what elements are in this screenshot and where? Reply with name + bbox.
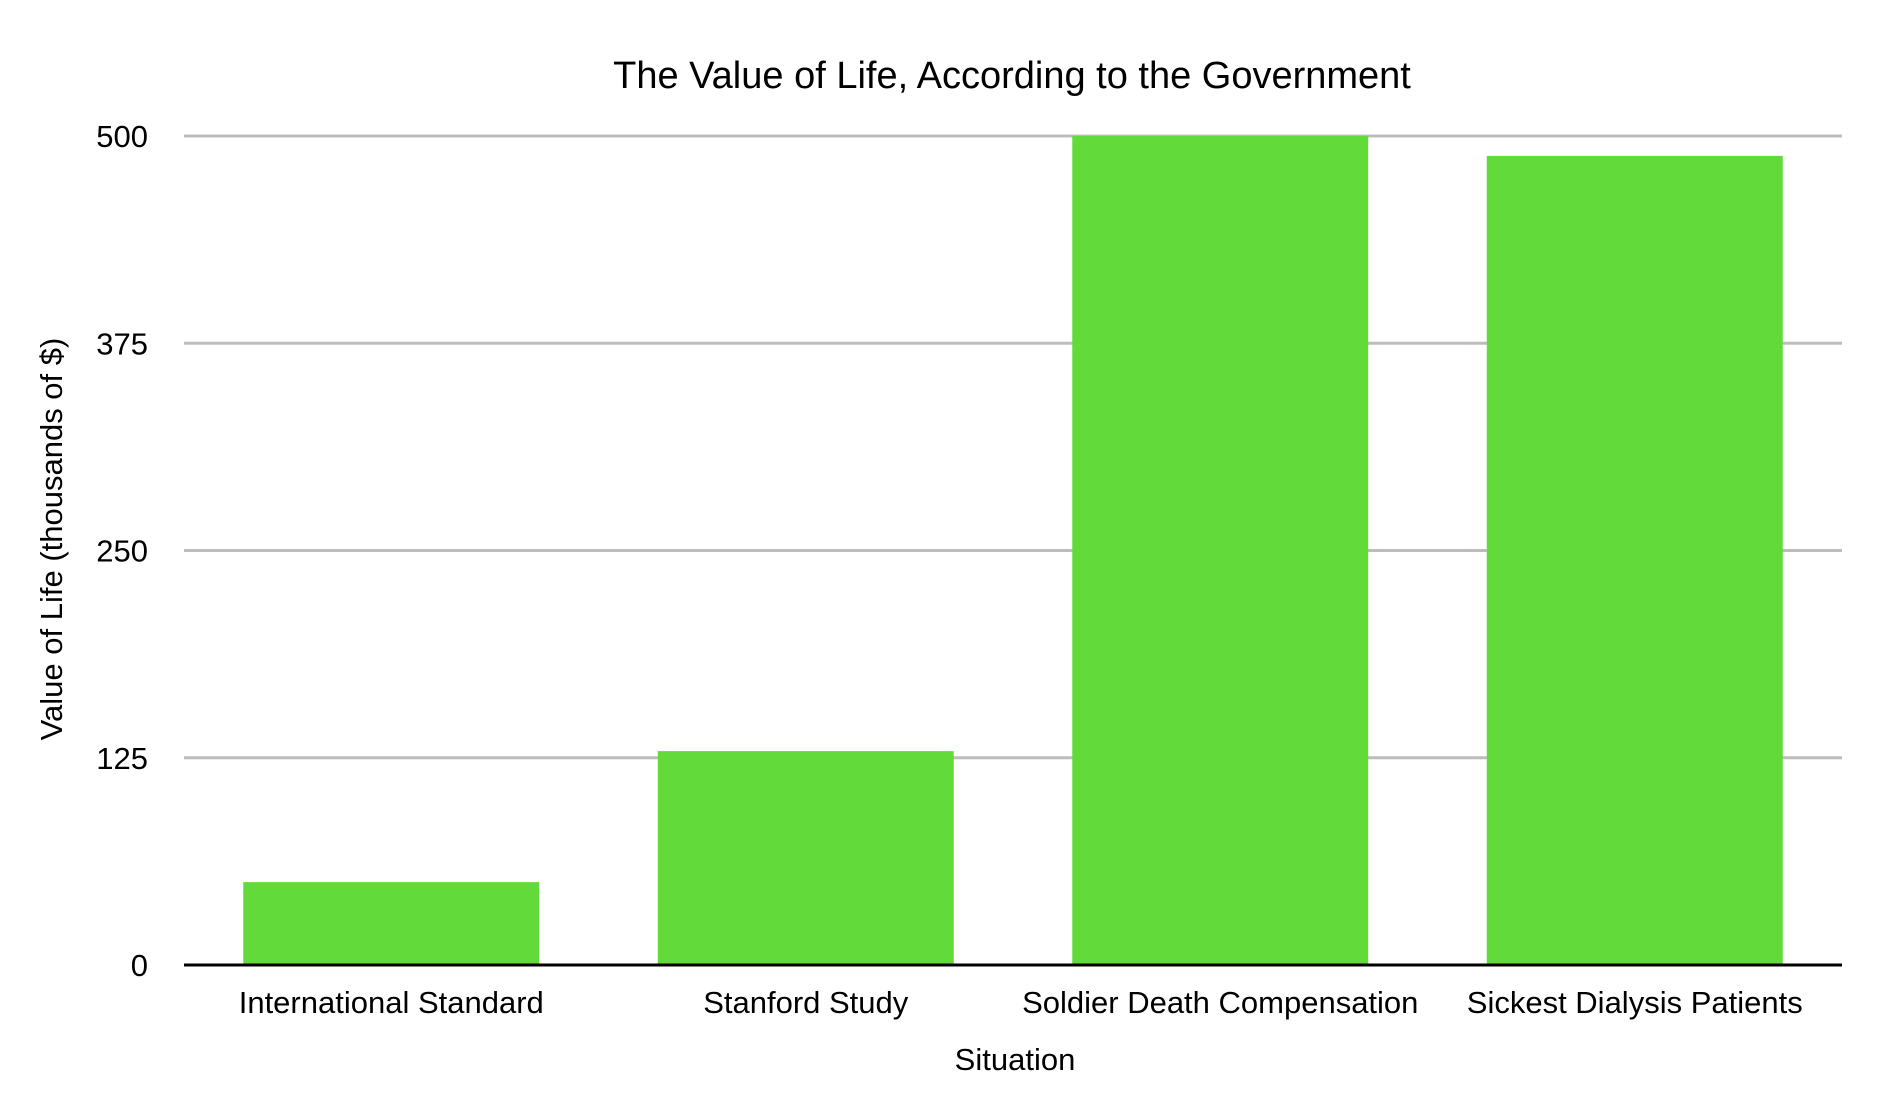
y-tick-label: 0 <box>131 948 148 983</box>
y-tick-label: 375 <box>96 326 148 361</box>
y-tick-labels: 0 125 250 375 500 <box>96 119 148 983</box>
bar <box>1486 155 1783 965</box>
x-tick-label: Sickest Dialysis Patients <box>1467 985 1803 1020</box>
chart-title: The Value of Life, According to the Gove… <box>613 55 1411 97</box>
y-tick-label: 250 <box>96 534 148 569</box>
bar <box>657 751 954 965</box>
bar <box>1072 136 1369 965</box>
y-tick-label: 125 <box>96 741 148 776</box>
x-tick-label: International Standard <box>239 985 544 1020</box>
bars <box>243 136 1783 965</box>
x-tick-labels: International Standard Stanford Study Sold… <box>239 985 1803 1020</box>
y-axis-title: Value of Life (thousands of $) <box>34 338 69 741</box>
x-tick-label: Stanford Study <box>703 985 909 1020</box>
x-tick-label: Soldier Death Compensation <box>1022 985 1418 1020</box>
x-axis-title: Situation <box>955 1042 1076 1077</box>
bar <box>243 882 540 965</box>
y-tick-label: 500 <box>96 119 148 154</box>
